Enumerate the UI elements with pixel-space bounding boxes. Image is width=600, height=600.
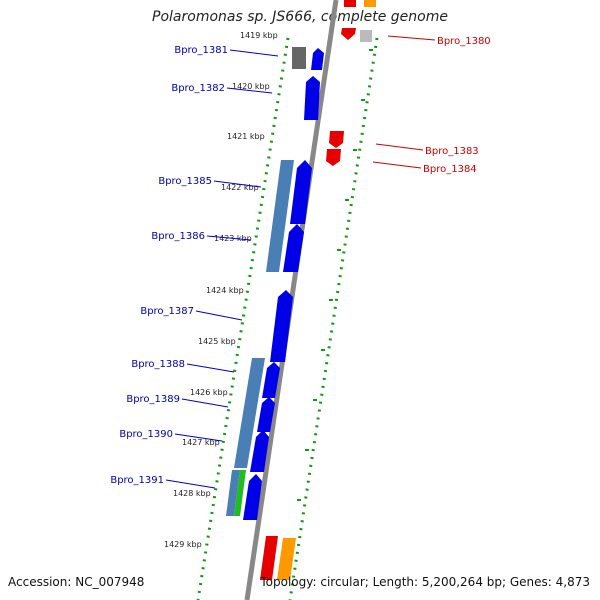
forward-strand-features (226, 47, 324, 580)
kbp-label: 1425 kbp (198, 337, 236, 346)
kbp-label: 1428 kbp (173, 489, 211, 498)
accession-label: Accession: NC_007948 (8, 575, 145, 589)
left-gene-labels: Bpro_1381 Bpro_1382 Bpro_1385 Bpro_1386 … (110, 45, 228, 486)
gene-feature-bpro-1380[interactable] (341, 28, 356, 40)
left-leader-lines (165, 49, 279, 489)
gene-feature-bpro-1386[interactable] (283, 224, 304, 272)
gene-label[interactable]: Bpro_1391 (110, 475, 164, 486)
right-track-ticks (297, 49, 373, 501)
gene-feature-bpro-1387[interactable] (270, 290, 293, 362)
gene-label[interactable]: Bpro_1383 (425, 146, 479, 157)
kbp-label: 1421 kbp (227, 132, 265, 141)
kbp-label: 1429 kbp (164, 540, 202, 549)
kbp-label: 1422 kbp (221, 183, 259, 192)
kbp-label: 1426 kbp (190, 388, 228, 397)
steelblue-feature-1385[interactable] (266, 160, 294, 272)
kbp-label: 1424 kbp (206, 286, 244, 295)
red-feature-bottom[interactable] (260, 536, 278, 580)
gene-feature-bpro-1384[interactable] (326, 149, 341, 166)
gene-feature-bpro-1388[interactable] (262, 362, 280, 398)
left-outer-track (196, 37, 290, 600)
steelblue-feature-1391[interactable] (226, 470, 240, 516)
kbp-label: 1420 kbp (232, 82, 270, 91)
green-feature[interactable] (234, 470, 246, 516)
gene-label[interactable]: Bpro_1382 (171, 83, 225, 94)
gene-feature-bpro-1381[interactable] (311, 48, 324, 70)
reverse-strand-features (326, 0, 376, 166)
right-gene-labels: Bpro_1380 Bpro_1383 Bpro_1384 (423, 36, 491, 175)
gene-label[interactable]: Bpro_1384 (423, 164, 477, 175)
genome-summary-label: Topology: circular; Length: 5,200,264 bp… (260, 575, 590, 589)
kbp-label: 1419 kbp (240, 31, 278, 40)
gene-feature-bpro-1390[interactable] (250, 430, 269, 472)
gene-label[interactable]: Bpro_1387 (140, 306, 194, 317)
gene-feature-bpro-1381-gray[interactable] (292, 47, 306, 69)
gray-feature[interactable] (360, 30, 372, 42)
orange-feature[interactable] (364, 0, 376, 7)
gene-label[interactable]: Bpro_1380 (437, 36, 491, 47)
map-title: Polaromonas sp. JS666, complete genome (152, 9, 448, 25)
gene-label[interactable]: Bpro_1386 (151, 231, 205, 242)
gene-feature-bpro-1391[interactable] (243, 474, 262, 520)
gene-label[interactable]: Bpro_1390 (119, 429, 173, 440)
gene-label[interactable]: Bpro_1381 (174, 45, 228, 56)
kbp-label: 1427 kbp (182, 438, 220, 447)
gene-label[interactable]: Bpro_1385 (158, 176, 212, 187)
gene-feature-bpro-1385[interactable] (290, 160, 312, 224)
red-feature[interactable] (344, 0, 356, 7)
orange-feature-bottom[interactable] (277, 538, 296, 580)
gene-feature-bpro-1389[interactable] (257, 397, 275, 432)
right-leader-lines (372, 35, 436, 169)
gene-label[interactable]: Bpro_1388 (131, 359, 185, 370)
right-outer-track (288, 37, 379, 600)
steelblue-feature-1388[interactable] (234, 358, 265, 468)
kbp-scale: 1419 kbp 1420 kbp 1421 kbp 1422 kbp 1423… (164, 31, 278, 549)
gene-label[interactable]: Bpro_1389 (126, 394, 180, 405)
gene-feature-bpro-1382[interactable] (304, 76, 320, 120)
gene-feature-bpro-1383[interactable] (329, 131, 344, 148)
